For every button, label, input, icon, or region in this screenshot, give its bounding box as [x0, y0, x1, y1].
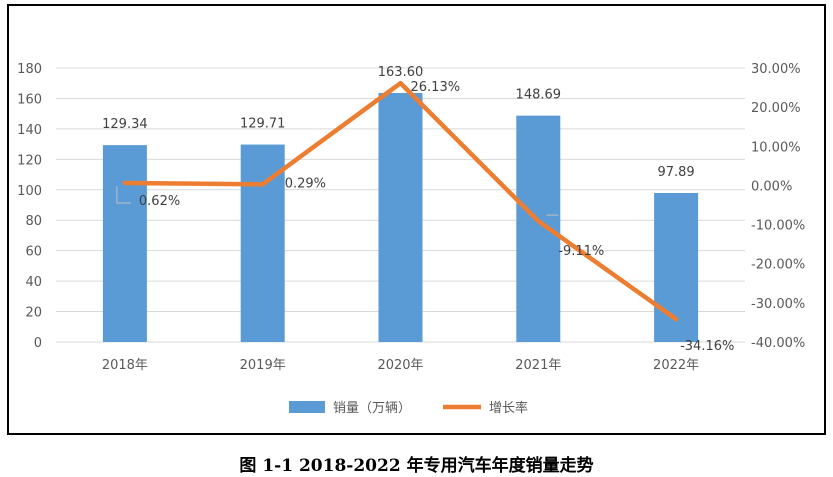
left-tick-label: 60 — [25, 245, 42, 260]
line-point — [261, 182, 265, 186]
left-tick-label: 180 — [17, 62, 42, 77]
bar-series — [102, 92, 699, 343]
x-tick-label: 2019年 — [240, 358, 286, 373]
bar-data-label: 129.34 — [102, 117, 148, 132]
right-tick-label: 20.00% — [751, 101, 801, 116]
right-tick-label: 10.00% — [751, 140, 801, 155]
bar-data-label: 97.89 — [657, 165, 694, 180]
line-data-label: 26.13% — [411, 80, 461, 95]
line-point — [123, 181, 127, 185]
bar-data-labels: 129.34 129.71 163.60 148.69 97.89 — [102, 65, 695, 180]
left-tick-label: 120 — [17, 153, 42, 168]
line-point — [399, 81, 402, 85]
legend-bar-label: 销量（万辆） — [333, 401, 411, 416]
figure-caption: 图 1-1 2018-2022 年专用汽车年度销量走势 — [239, 456, 594, 476]
left-tick-label: 140 — [17, 123, 42, 138]
line-series — [122, 80, 679, 322]
line-data-label: -9.11% — [558, 244, 604, 259]
left-tick-label: 80 — [25, 214, 42, 229]
right-tick-label: -40.00% — [751, 336, 805, 351]
x-tick-label: 2018年 — [102, 358, 148, 373]
right-tick-label: -20.00% — [751, 258, 805, 273]
bar-data-label: 163.60 — [378, 65, 424, 80]
x-tick-label: 2020年 — [377, 358, 423, 373]
line-data-label: 0.62% — [139, 194, 180, 209]
right-tick-label: 0.00% — [751, 179, 792, 194]
left-tick-label: 40 — [25, 275, 42, 290]
legend: 销量（万辆） 增长率 — [289, 400, 528, 416]
bar-data-label: 129.71 — [240, 117, 286, 132]
bar-data-label: 148.69 — [516, 88, 562, 103]
line-data-label: 0.29% — [285, 176, 326, 191]
right-tick-label: 30.00% — [751, 62, 801, 77]
line-data-label: -34.16% — [680, 339, 734, 354]
left-tick-label: 160 — [17, 92, 42, 107]
bar — [102, 145, 147, 342]
right-axis: -40.00% -30.00% -20.00% -10.00% 0.00% 10.00% 2… — [751, 62, 805, 351]
right-tick-label: -30.00% — [751, 297, 805, 312]
line-data-labels: 0.62% 0.29% 26.13% -9.11% -34.16% — [116, 80, 734, 354]
line-point — [674, 317, 678, 321]
legend-line-label: 增长率 — [489, 400, 528, 416]
left-tick-label: 0 — [34, 336, 42, 351]
x-tick-label: 2021年 — [515, 358, 561, 373]
x-axis: 2018年 2019年 2020年 2021年 2022年 — [102, 358, 699, 373]
right-tick-label: -10.00% — [751, 219, 805, 234]
bar — [378, 92, 423, 342]
left-tick-label: 100 — [17, 184, 42, 199]
bar — [516, 115, 561, 343]
label-leader-line — [116, 186, 131, 204]
legend-bar-swatch — [289, 401, 325, 413]
bar — [240, 144, 285, 342]
x-tick-label: 2022年 — [653, 358, 699, 373]
left-tick-label: 20 — [25, 306, 42, 321]
left-axis: 0 20 40 60 80 100 120 140 160 180 — [17, 62, 42, 351]
line-point — [536, 219, 540, 223]
